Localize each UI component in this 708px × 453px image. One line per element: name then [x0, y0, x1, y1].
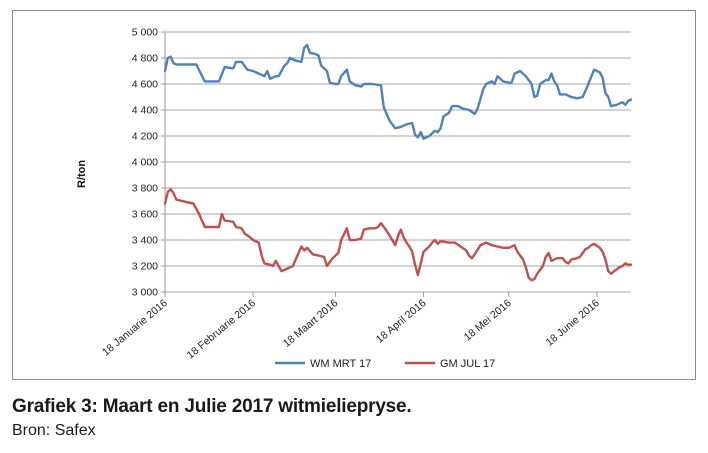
y-tick-label: 3 400 — [132, 235, 158, 247]
chart-frame: 3 000 3 200 3 400 3 600 3 800 4 000 4 200 4 400… — [12, 10, 696, 380]
x-tick-label: 18 Mei 2016 — [462, 297, 514, 343]
y-tick-label: 3 800 — [132, 183, 158, 195]
x-tick-label: 18 Maart 2016 — [281, 297, 341, 350]
y-axis-title: R/ton — [76, 160, 88, 188]
x-tick-label: 18 Februarie 2016 — [185, 297, 259, 361]
series-line-2 — [163, 188, 633, 282]
line-chart: 3 000 3 200 3 400 3 600 3 800 4 000 4 200 4 400… — [76, 27, 633, 370]
legend-label: GM JUL 17 — [440, 358, 495, 370]
series-line-1 — [163, 43, 633, 140]
y-tick-label: 3 000 — [132, 287, 158, 299]
grid-lines — [161, 31, 631, 293]
x-tick-labels: 18 Januarie 2016 18 Februarie 2016 18 Maar… — [100, 297, 602, 361]
figure-caption-title: Grafiek 3: Maart en Julie 2017 witmielie… — [12, 396, 412, 417]
x-tick-label: 18 April 2016 — [374, 297, 429, 346]
y-tick-labels: 3 000 3 200 3 400 3 600 3 800 4 000 4 200 4 400… — [132, 27, 158, 299]
y-tick-label: 3 600 — [132, 209, 158, 221]
y-tick-label: 4 200 — [132, 131, 158, 143]
axes — [164, 32, 598, 297]
legend-label: WM MRT 17 — [310, 358, 371, 370]
x-tick-label: 18 Junie 2016 — [544, 297, 602, 349]
series-lines — [163, 43, 633, 282]
y-tick-label: 4 800 — [132, 53, 158, 65]
y-tick-label: 4 600 — [132, 79, 158, 91]
figure-caption-source: Bron: Safex — [12, 422, 96, 439]
legend: WM MRT 17 GM JUL 17 — [275, 358, 495, 370]
y-tick-label: 3 200 — [132, 261, 158, 273]
y-tick-label: 5 000 — [132, 27, 158, 39]
x-tick-label: 18 Januarie 2016 — [100, 297, 170, 358]
y-tick-label: 4 400 — [132, 105, 158, 117]
y-tick-label: 4 000 — [132, 157, 158, 169]
